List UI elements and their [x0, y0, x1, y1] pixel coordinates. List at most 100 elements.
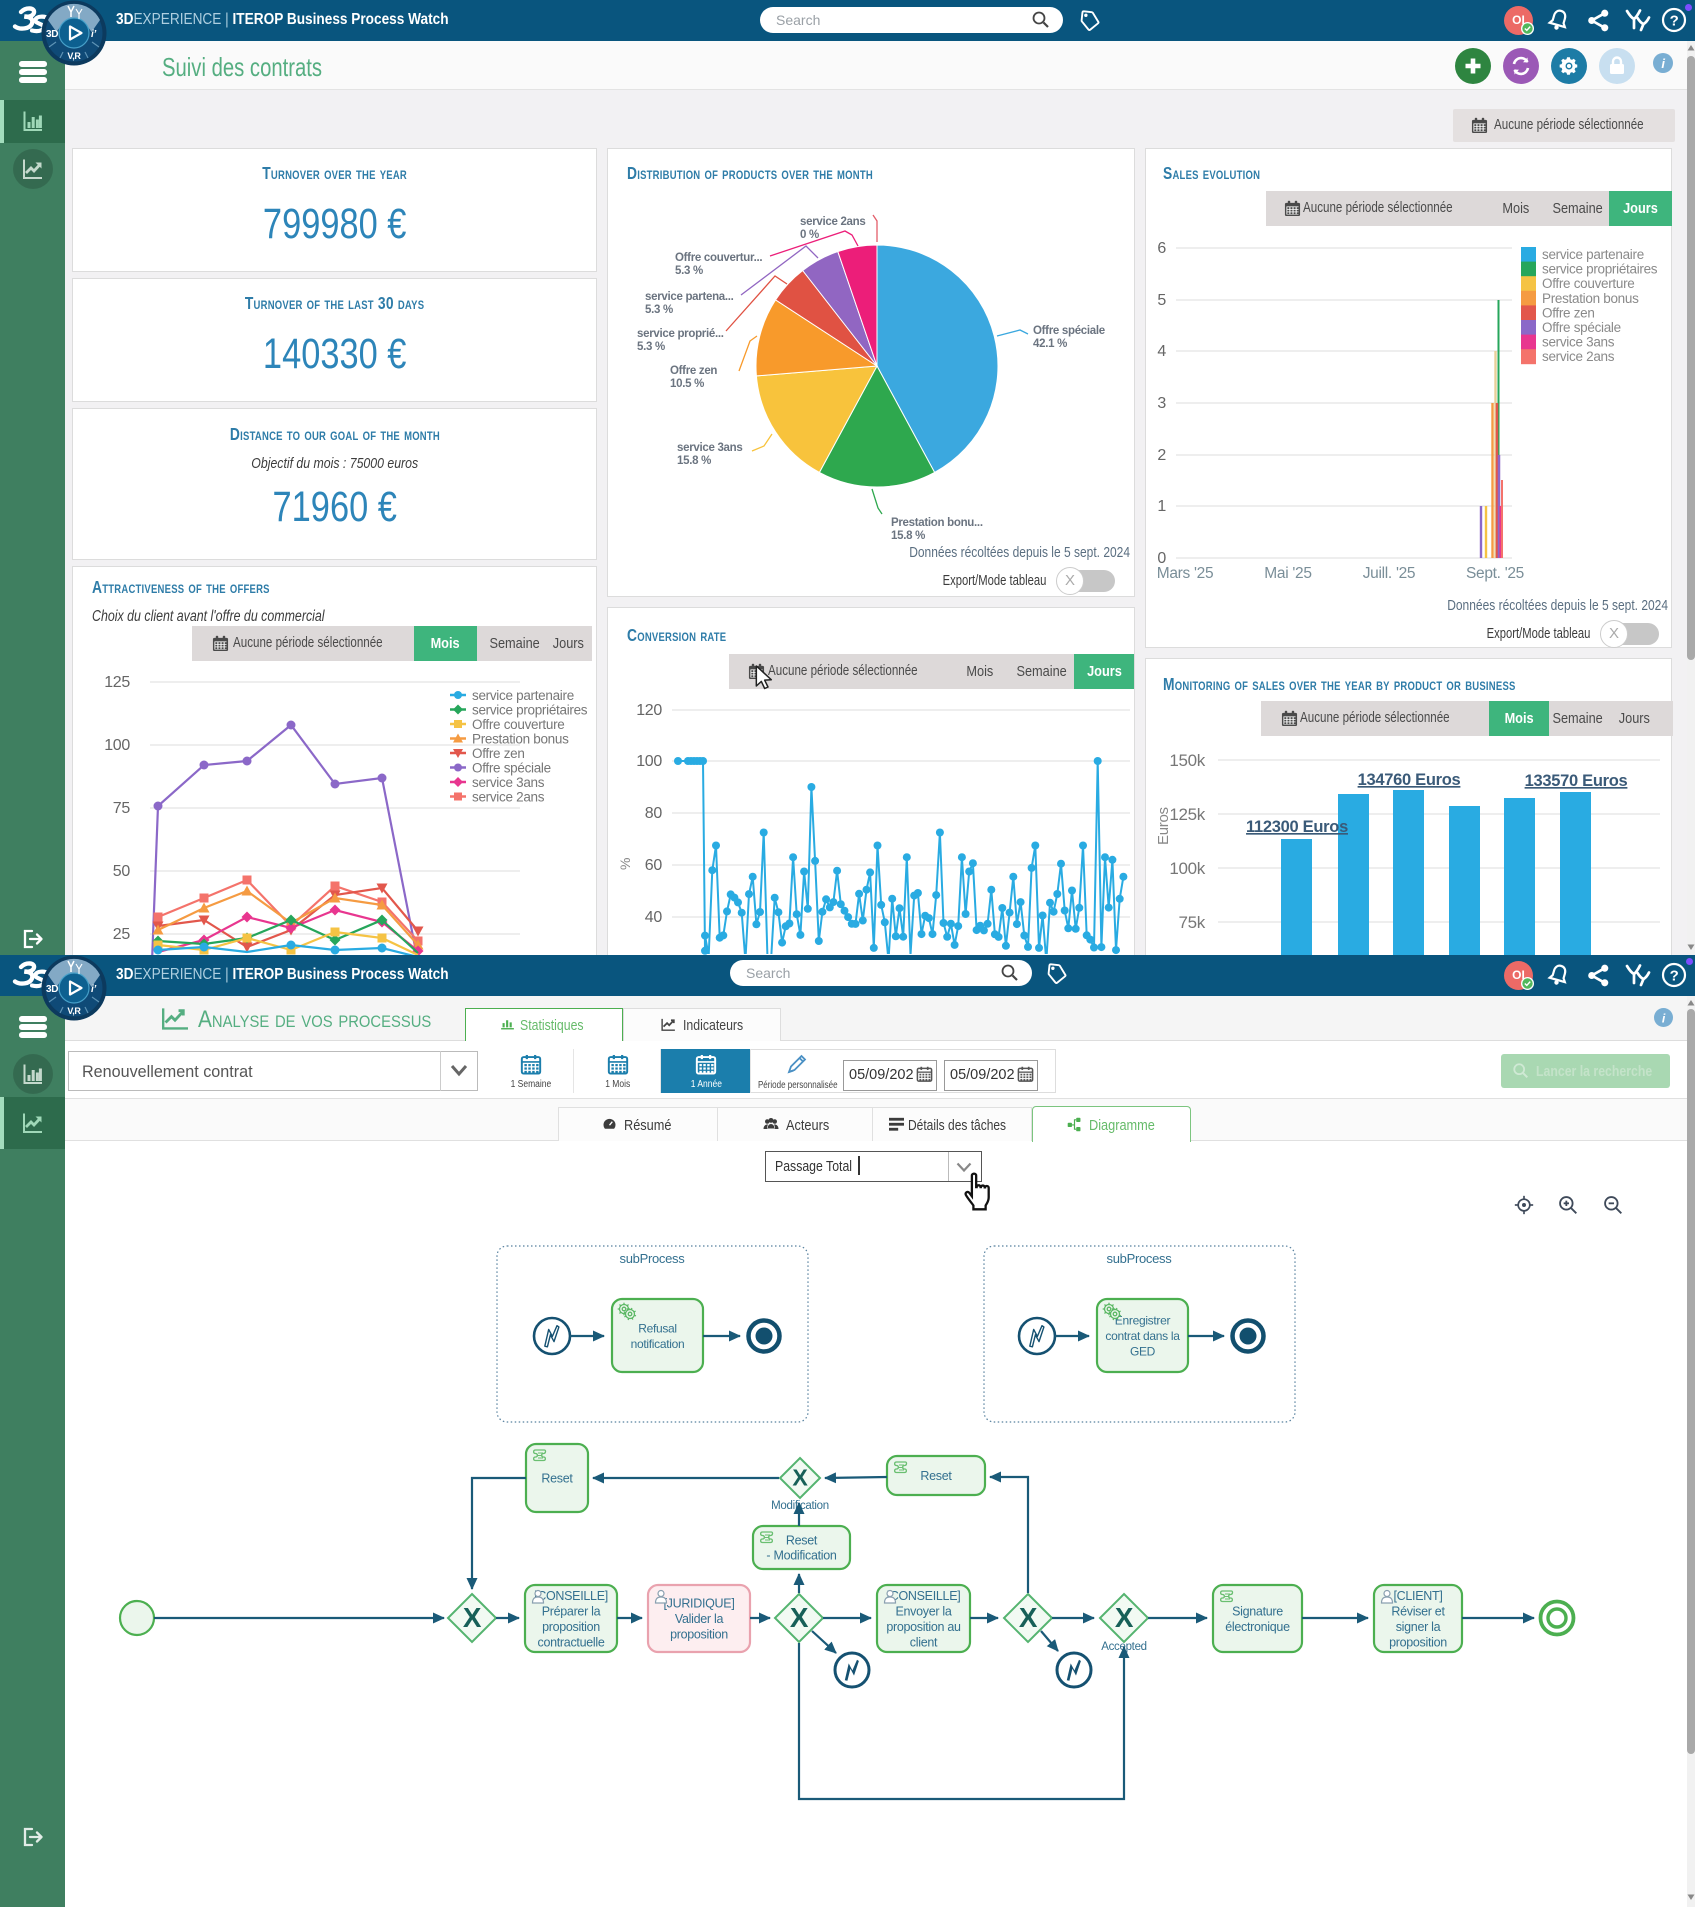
svg-text:0 %: 0 % [800, 229, 819, 241]
svg-text:Euros: Euros [1155, 807, 1172, 845]
svg-text:Mars '25: Mars '25 [1157, 565, 1214, 582]
svg-text:subProcess: subProcess [1107, 1251, 1173, 1266]
svg-text:3D: 3D [46, 29, 58, 40]
svg-text:125k: 125k [1169, 805, 1205, 824]
svg-text:[CONSEILLE]: [CONSEILLE] [534, 1589, 608, 1603]
svg-text:5: 5 [1157, 292, 1166, 309]
svg-text:Offre zen: Offre zen [670, 365, 717, 377]
svg-text:i’: i’ [91, 29, 96, 40]
svg-text:Sept. '25: Sept. '25 [1466, 565, 1524, 582]
svg-text:V,R: V,R [67, 51, 81, 61]
svg-text:proposition au: proposition au [886, 1620, 961, 1634]
svg-text:Prestation bonu...: Prestation bonu... [891, 517, 983, 529]
svg-text:X: X [463, 1602, 482, 1633]
svg-text:Enregistrer: Enregistrer [1115, 1314, 1171, 1328]
svg-text:service partenaire: service partenaire [1542, 247, 1644, 262]
svg-text:Accepted: Accepted [1101, 1641, 1147, 1653]
svg-text:proposition: proposition [542, 1620, 600, 1634]
svg-text:Offre spéciale: Offre spéciale [1033, 325, 1105, 337]
svg-text:service 2ans: service 2ans [1542, 349, 1615, 364]
svg-text:Valider la: Valider la [675, 1612, 724, 1626]
svg-text:5.3 %: 5.3 % [675, 265, 703, 277]
svg-text:i’: i’ [91, 984, 96, 995]
svg-text:120: 120 [636, 702, 662, 719]
svg-text:X: X [790, 1602, 809, 1633]
svg-text:service 3ans: service 3ans [1542, 335, 1615, 350]
svg-text:100: 100 [104, 737, 130, 754]
svg-text:75: 75 [113, 800, 131, 817]
svg-text:?: ? [1670, 968, 1679, 985]
svg-text:proposition: proposition [1389, 1635, 1447, 1649]
svg-text:Offre spéciale: Offre spéciale [472, 761, 551, 776]
svg-text:Offre couverture: Offre couverture [1542, 276, 1635, 291]
svg-text:125: 125 [104, 674, 130, 691]
svg-text:signer la: signer la [1396, 1620, 1441, 1634]
svg-text:[CONSEILLE]: [CONSEILLE] [887, 1589, 961, 1603]
svg-text:Prestation bonus: Prestation bonus [1542, 291, 1639, 306]
svg-text:[JURIDIQUE]: [JURIDIQUE] [663, 1597, 734, 1611]
svg-text:?: ? [1670, 13, 1679, 30]
svg-text:6: 6 [1157, 240, 1166, 257]
svg-text:75k: 75k [1178, 913, 1205, 932]
svg-text:Réviser et: Réviser et [1391, 1604, 1445, 1618]
svg-text:service 3ans: service 3ans [472, 775, 545, 790]
svg-text:Mai '25: Mai '25 [1264, 565, 1311, 582]
svg-text:5.3 %: 5.3 % [645, 304, 673, 316]
svg-text:service 2ans: service 2ans [472, 790, 545, 805]
svg-text:Reset: Reset [786, 1534, 818, 1548]
svg-text:Refusal: Refusal [638, 1321, 677, 1335]
svg-text:40: 40 [645, 909, 663, 926]
svg-text:V,R: V,R [67, 1006, 81, 1016]
svg-text:service 2ans: service 2ans [800, 216, 865, 228]
svg-text:1: 1 [1157, 498, 1166, 515]
svg-text:Offre zen: Offre zen [472, 746, 525, 761]
svg-text:42.1 %: 42.1 % [1033, 338, 1067, 350]
svg-text:4: 4 [1157, 343, 1166, 360]
svg-text:100k: 100k [1169, 859, 1205, 878]
svg-text:service propriétaires: service propriétaires [472, 703, 588, 718]
svg-text:i: i [1662, 1011, 1666, 1025]
svg-text:Modification: Modification [771, 1500, 829, 1512]
svg-text:X: X [792, 1465, 808, 1491]
svg-text:contractuelle: contractuelle [538, 1635, 605, 1649]
svg-text:134760 Euros: 134760 Euros [1358, 771, 1461, 789]
svg-text:Offre couverture: Offre couverture [472, 717, 565, 732]
svg-text:subProcess: subProcess [620, 1251, 686, 1266]
svg-text:2: 2 [1157, 447, 1166, 464]
svg-text:60: 60 [645, 857, 663, 874]
svg-text:%: % [617, 858, 633, 870]
svg-text:10.5 %: 10.5 % [670, 378, 704, 390]
svg-text:Offre zen: Offre zen [1542, 305, 1595, 320]
svg-text:Signature: Signature [1232, 1604, 1283, 1618]
svg-text:Prestation bonus: Prestation bonus [472, 732, 569, 747]
svg-text:25: 25 [113, 926, 131, 943]
svg-text:112300 Euros: 112300 Euros [1246, 818, 1348, 836]
svg-text:15.8 %: 15.8 % [677, 455, 711, 467]
svg-text:électronique: électronique [1225, 1620, 1290, 1634]
svg-text:X: X [1115, 1602, 1134, 1633]
svg-text:client: client [910, 1635, 938, 1649]
svg-text:Juill. '25: Juill. '25 [1363, 565, 1416, 582]
svg-text:3D: 3D [46, 984, 58, 995]
svg-text:X: X [1019, 1602, 1038, 1633]
svg-text:100: 100 [636, 753, 662, 770]
svg-text:80: 80 [645, 805, 663, 822]
svg-text:i: i [1661, 56, 1665, 71]
svg-text:service propriétaires: service propriétaires [1542, 262, 1658, 277]
svg-text:Offre couvertur...: Offre couvertur... [675, 252, 762, 264]
svg-text:notification: notification [631, 1337, 685, 1351]
svg-text:15.8 %: 15.8 % [891, 530, 925, 542]
svg-text:0: 0 [1157, 550, 1166, 567]
svg-text:Envoyer la: Envoyer la [895, 1604, 951, 1618]
svg-text:GED: GED [1130, 1345, 1156, 1359]
svg-text:service partena...: service partena... [645, 291, 734, 303]
svg-text:Reset: Reset [920, 1469, 952, 1483]
svg-text:Préparer la: Préparer la [542, 1604, 601, 1618]
svg-text:service partenaire: service partenaire [472, 688, 574, 703]
svg-text:[CLIENT]: [CLIENT] [1394, 1589, 1443, 1603]
svg-text:contrat dans la: contrat dans la [1105, 1329, 1180, 1343]
svg-text:service 3ans: service 3ans [677, 442, 742, 454]
svg-text:50: 50 [113, 863, 131, 880]
svg-text:133570 Euros: 133570 Euros [1525, 772, 1628, 790]
svg-text:3: 3 [1157, 395, 1166, 412]
